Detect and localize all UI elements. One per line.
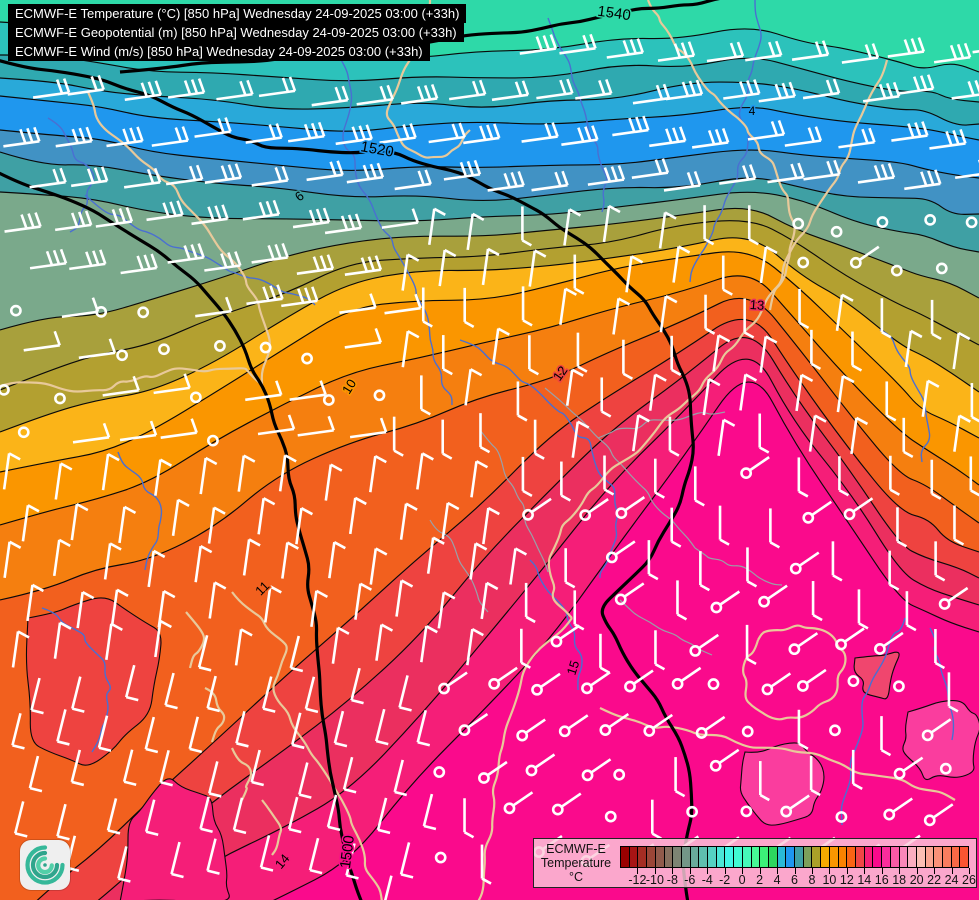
legend-cell <box>637 846 647 868</box>
legend-cell <box>820 846 829 868</box>
legend-cell <box>724 846 734 868</box>
legend-tick-label: 16 <box>874 873 889 887</box>
legend-tick <box>707 868 709 874</box>
legend-cell <box>933 846 943 868</box>
legend-tick-label: -12 <box>628 873 647 887</box>
legend-cell <box>846 846 855 868</box>
legend-cell <box>959 846 970 868</box>
legend-cell <box>698 846 708 868</box>
legend-tick-label: 24 <box>944 873 959 887</box>
legend-cell <box>707 846 716 868</box>
legend-tick-label: 22 <box>927 873 942 887</box>
legend-tick <box>864 868 866 874</box>
legend-cell <box>654 846 664 868</box>
legend-tick <box>777 868 779 874</box>
legend-tick <box>724 868 726 874</box>
legend-cell <box>776 846 786 868</box>
legend-cell <box>785 846 795 868</box>
legend-tick-label: 8 <box>808 873 816 887</box>
legend-tick-label: -8 <box>666 873 678 887</box>
legend-tick-label: 10 <box>822 873 837 887</box>
legend-tick <box>899 868 901 874</box>
legend-cell <box>680 846 690 868</box>
legend-cell <box>950 846 960 868</box>
legend-tick <box>759 868 761 874</box>
legend-cell <box>942 846 951 868</box>
title-temperature: ECMWF-E Temperature (°C) [850 hPa] Wedne… <box>8 4 467 23</box>
contour-label: 1500 <box>337 834 358 869</box>
legend-colorbar <box>620 846 970 868</box>
contour-label: 15 <box>564 658 583 676</box>
legend-cell <box>915 846 925 868</box>
legend-cell <box>863 846 873 868</box>
legend-cell <box>828 846 838 868</box>
spiral-logo-icon <box>25 845 65 885</box>
legend-tick-label: 14 <box>857 873 872 887</box>
legend-tick-label: 18 <box>892 873 907 887</box>
legend-cell <box>854 846 864 868</box>
legend-cell <box>802 846 812 868</box>
legend-cell <box>750 846 760 868</box>
legend-tick <box>881 868 883 874</box>
legend-cell <box>628 846 638 868</box>
legend-tick-label: 26 <box>962 873 976 887</box>
legend-cell <box>672 846 681 868</box>
legend-tick <box>846 868 848 874</box>
legend-cell <box>907 846 916 868</box>
legend-tick <box>951 868 953 874</box>
title-wind: ECMWF-E Wind (m/s) [850 hPa] Wednesday 2… <box>8 42 430 61</box>
contour-label: 13 <box>749 297 764 313</box>
legend-cell <box>837 846 847 868</box>
legend-cell <box>733 846 742 868</box>
legend-cell <box>794 846 803 868</box>
legend-cell <box>889 846 899 868</box>
legend-tick-label: 2 <box>756 873 764 887</box>
contour-label: 4 <box>749 104 756 118</box>
legend-cell <box>811 846 821 868</box>
legend-tick <box>934 868 936 874</box>
legend-tick <box>742 868 744 874</box>
legend-cell <box>767 846 777 868</box>
legend-tick-label: 20 <box>909 873 924 887</box>
legend-cell <box>620 846 629 868</box>
legend-tick <box>654 868 656 874</box>
legend-tick-label: 6 <box>791 873 798 887</box>
legend-cell <box>924 846 934 868</box>
legend-tick-label: -2 <box>719 873 731 887</box>
legend-tick <box>672 868 674 874</box>
legend-cell <box>646 846 655 868</box>
legend-units: °C <box>568 870 584 884</box>
legend-tick <box>969 868 970 874</box>
legend-product: ECMWF-E <box>546 842 606 856</box>
title-geopotential: ECMWF-E Geopotential (m) [850 hPa] Wedne… <box>8 23 464 42</box>
legend-tick-label: -4 <box>701 873 713 887</box>
legend-cell <box>663 846 673 868</box>
legend-cell <box>881 846 890 868</box>
legend-cell <box>872 846 882 868</box>
legend-tick-label: 12 <box>839 873 854 887</box>
legend-field: Temperature <box>540 856 612 870</box>
legend-tick-label: 0 <box>738 873 746 887</box>
legend-cell <box>898 846 908 868</box>
legend-tick-label: -10 <box>645 873 664 887</box>
legend-tick <box>794 868 796 874</box>
legend-tick <box>916 868 918 874</box>
legend-tick-label: -6 <box>684 873 696 887</box>
legend-cell <box>715 846 725 868</box>
legend-cell <box>689 846 699 868</box>
legend-tick <box>689 868 691 874</box>
legend-tick <box>829 868 831 874</box>
app-logo <box>20 840 70 890</box>
temperature-legend: ECMWF-E Temperature °C -12 -10 -8 -6 -4 -2 0 2 4… <box>533 838 977 888</box>
legend-caption: ECMWF-E Temperature °C <box>534 839 618 884</box>
legend-tick-label: 4 <box>773 873 781 887</box>
legend-tick <box>637 868 639 874</box>
legend-cell <box>759 846 768 868</box>
legend-tick <box>811 868 813 874</box>
legend-cell <box>741 846 751 868</box>
